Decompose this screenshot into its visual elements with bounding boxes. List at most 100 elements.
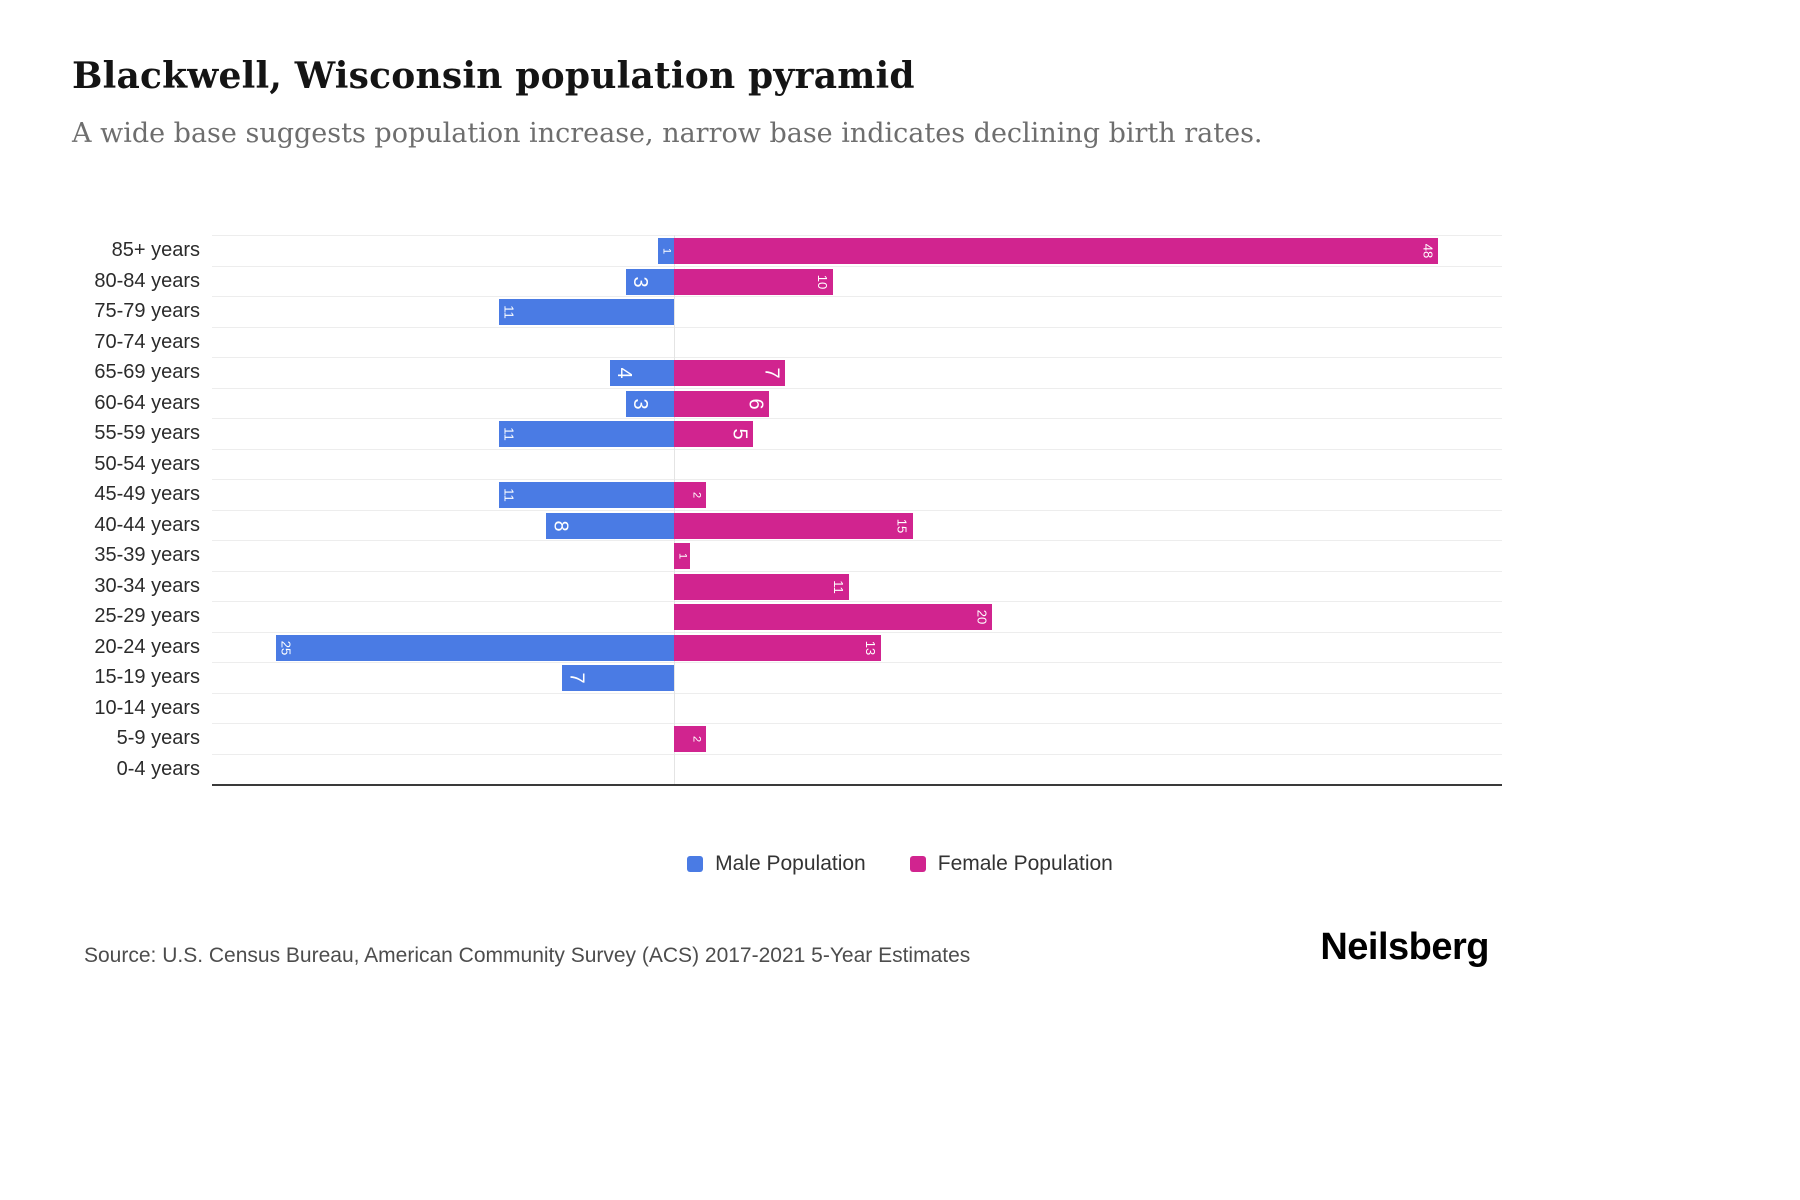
pyramid-row: 5-9 years 2 (72, 723, 1502, 754)
male-bar[interactable]: 25 (275, 634, 674, 661)
female-bar[interactable]: 10 (673, 268, 834, 295)
male-bar[interactable]: 11 (498, 482, 674, 508)
female-bar-value: 1 (676, 552, 689, 560)
age-group-label: 5-9 years (116, 727, 200, 749)
plot-row: 20 (212, 601, 1502, 632)
male-bar-value: 4 (613, 367, 636, 379)
plot-row: 11 (212, 570, 1502, 602)
female-bar[interactable]: 20 (673, 604, 993, 630)
age-group-label: 20-24 years (94, 635, 200, 658)
age-group-label: 25-29 years (94, 605, 200, 627)
male-bar-value: 11 (501, 488, 517, 502)
pyramid-row: 20-24 years 25 13 (72, 631, 1502, 663)
female-bar-value: 6 (744, 397, 767, 410)
plot-row: 25 13 (212, 631, 1502, 663)
age-group-label: 55-59 years (94, 422, 200, 444)
male-bar[interactable]: 7 (562, 665, 674, 691)
plot-row: 2 (212, 723, 1502, 754)
female-bar[interactable]: 48 (673, 238, 1439, 264)
plot-row: 8 15 (212, 509, 1502, 541)
pyramid-row: 60-64 years 3 6 (72, 387, 1502, 419)
population-pyramid-chart: 85+ years 1 48 80-84 years 3 10 75-79 years 11 7… (72, 235, 1502, 786)
male-bar[interactable]: 11 (498, 299, 674, 325)
female-bar-value: 13 (862, 640, 878, 655)
age-group-label: 10-14 years (94, 696, 200, 719)
female-bar[interactable]: 11 (673, 573, 850, 600)
pyramid-row: 0-4 years (72, 753, 1502, 785)
male-bar-value: 3 (629, 275, 652, 288)
pyramid-row: 85+ years 1 48 (72, 235, 1502, 266)
pyramid-row: 35-39 years 1 (72, 540, 1502, 571)
female-bar-value: 15 (894, 518, 910, 533)
male-bar[interactable]: 8 (546, 512, 674, 539)
female-bar[interactable]: 2 (673, 482, 706, 508)
age-group-label: 80-84 years (94, 269, 200, 292)
female-bar[interactable]: 13 (673, 634, 881, 661)
age-group-label: 35-39 years (94, 544, 200, 566)
pyramid-row: 75-79 years 11 (72, 296, 1502, 327)
pyramid-row: 30-34 years 11 (72, 570, 1502, 602)
legend-item-male[interactable]: Male Population (687, 852, 866, 876)
age-group-label: 85+ years (111, 239, 200, 261)
female-bar[interactable]: 15 (673, 512, 913, 539)
plot-row (212, 448, 1502, 480)
age-group-label: 15-19 years (94, 666, 200, 688)
male-bar-value: 1 (660, 247, 673, 255)
male-bar[interactable]: 1 (657, 238, 674, 264)
male-bar[interactable]: 3 (626, 390, 674, 417)
plot-row: 1 48 (212, 235, 1502, 266)
chart-title: Blackwell, Wisconsin population pyramid (72, 55, 915, 97)
plot-row: 11 5 (212, 418, 1502, 449)
age-group-label: 45-49 years (94, 483, 200, 505)
male-legend-swatch-icon (687, 856, 704, 872)
chart-subtitle: A wide base suggests population increase… (72, 118, 1263, 149)
age-group-label: 40-44 years (94, 513, 200, 536)
pyramid-row: 80-84 years 3 10 (72, 265, 1502, 297)
plot-row (212, 753, 1502, 785)
pyramid-row: 65-69 years 4 7 (72, 357, 1502, 388)
age-group-label: 75-79 years (94, 300, 200, 322)
male-bar[interactable]: 11 (498, 421, 674, 447)
legend-item-female[interactable]: Female Population (909, 852, 1113, 876)
male-bar-value: 7 (565, 672, 588, 684)
male-bar-value: 25 (278, 640, 294, 655)
legend-female-label: Female Population (937, 852, 1113, 875)
pyramid-row: 45-49 years 11 2 (72, 479, 1502, 510)
plot-row (212, 326, 1502, 358)
plot-row (212, 692, 1502, 724)
age-group-label: 65-69 years (94, 361, 200, 383)
female-bar[interactable]: 7 (673, 360, 786, 386)
pyramid-row: 70-74 years (72, 326, 1502, 358)
pyramid-row: 40-44 years 8 15 (72, 509, 1502, 541)
male-bar-value: 11 (501, 427, 517, 441)
female-bar-value: 48 (1420, 243, 1436, 259)
female-bar[interactable]: 2 (673, 726, 706, 752)
plot-row: 3 10 (212, 265, 1502, 297)
female-bar[interactable]: 6 (673, 390, 770, 417)
male-bar[interactable]: 3 (626, 268, 674, 295)
plot-row: 1 (212, 540, 1502, 571)
pyramid-rows: 85+ years 1 48 80-84 years 3 10 75-79 years 11 7… (72, 235, 1502, 784)
pyramid-row: 50-54 years (72, 448, 1502, 480)
plot-row: 11 2 (212, 479, 1502, 510)
zero-axis-line (673, 235, 675, 784)
female-bar-value: 2 (690, 735, 703, 743)
pyramid-row: 25-29 years 20 (72, 601, 1502, 632)
age-group-label: 30-34 years (94, 574, 200, 597)
legend-male-label: Male Population (715, 852, 866, 875)
female-bar[interactable]: 5 (673, 421, 754, 447)
age-group-label: 60-64 years (94, 391, 200, 414)
pyramid-row: 55-59 years 11 5 (72, 418, 1502, 449)
female-bar[interactable]: 1 (673, 543, 690, 569)
female-legend-swatch-icon (909, 856, 926, 872)
female-bar-value: 20 (974, 609, 990, 625)
age-group-label: 70-74 years (94, 330, 200, 353)
male-bar-value: 3 (629, 397, 652, 410)
male-bar[interactable]: 4 (610, 360, 674, 386)
female-bar-value: 7 (760, 367, 783, 379)
plot-row: 7 (212, 662, 1502, 693)
age-group-label: 50-54 years (94, 452, 200, 475)
